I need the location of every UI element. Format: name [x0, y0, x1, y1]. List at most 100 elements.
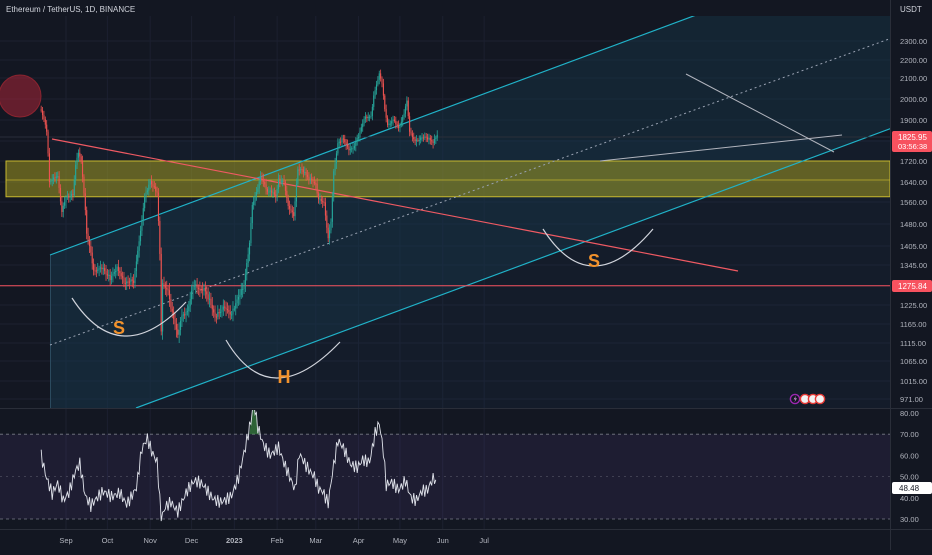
- candle-body: [62, 205, 64, 212]
- candle-body: [295, 183, 298, 202]
- candle-body: [170, 298, 172, 309]
- left-shoulder-label: S: [113, 318, 125, 338]
- candle-body: [251, 204, 253, 224]
- price-tick-label: 2100.00: [900, 74, 927, 83]
- candle-body: [413, 137, 415, 140]
- time-tick-label: Jul: [479, 536, 489, 545]
- candle-body: [243, 284, 245, 289]
- candle-body: [88, 240, 91, 247]
- candle-body: [240, 289, 242, 295]
- candle-body: [54, 177, 56, 179]
- candle-body: [131, 279, 133, 281]
- main-pane: [0, 0, 890, 408]
- candle-body: [409, 116, 411, 132]
- candle-body: [273, 192, 275, 195]
- price-candles: [40, 69, 438, 344]
- candle-body: [435, 137, 437, 140]
- candle-body: [116, 266, 118, 271]
- candle-body: [378, 73, 380, 80]
- candle-body: [83, 176, 85, 194]
- candle-body: [432, 141, 434, 144]
- candle-body: [346, 144, 349, 147]
- candle-body: [77, 152, 79, 158]
- candle-body: [181, 315, 183, 321]
- candle-body: [367, 116, 369, 119]
- candle-body: [359, 131, 361, 138]
- candle-body: [422, 137, 424, 139]
- candle-body: [287, 198, 289, 206]
- candle-body: [95, 270, 97, 272]
- candle-body: [348, 146, 350, 151]
- time-tick-label: Feb: [271, 536, 284, 545]
- candle-body: [138, 241, 140, 251]
- candle-body: [311, 178, 313, 181]
- candle-body: [417, 139, 419, 141]
- candle-body: [55, 176, 57, 179]
- candle-body: [104, 268, 106, 271]
- us-flag-icon[interactable]: [814, 393, 826, 405]
- price-axis[interactable]: 2300.002200.002100.002000.001900.001800.…: [900, 37, 927, 404]
- candle-body: [231, 314, 233, 316]
- price-tick-label: 1015.00: [900, 377, 927, 386]
- candle-body: [407, 100, 409, 117]
- candle-body: [149, 181, 151, 185]
- candle-body: [322, 201, 324, 203]
- head-arc: [225, 339, 341, 379]
- candle-body: [248, 243, 251, 255]
- candle-body: [196, 284, 198, 288]
- rsi-tick-label: 60.00: [900, 451, 919, 460]
- candle-body: [345, 142, 347, 145]
- candle-body: [431, 140, 433, 142]
- candle-body: [410, 131, 412, 134]
- rsi-axis[interactable]: 80.00 70.00 60.00 50.00 40.00 30.00: [900, 409, 919, 524]
- rsi-tick-label: 50.00: [900, 473, 919, 482]
- candle-body: [191, 290, 193, 300]
- candle-body: [126, 281, 128, 284]
- candle-body: [418, 140, 420, 142]
- candle-body: [429, 137, 431, 141]
- candle-body: [155, 186, 157, 192]
- candle-body: [204, 287, 206, 292]
- candle-body: [177, 329, 179, 335]
- candle-body: [152, 184, 154, 187]
- candle-body: [186, 311, 188, 313]
- candle-body: [297, 169, 299, 184]
- candle-body: [427, 137, 429, 140]
- candle-body: [253, 201, 255, 205]
- candle-body: [51, 179, 53, 181]
- candle-body: [157, 192, 160, 221]
- candle-body: [224, 306, 226, 308]
- candle-body: [175, 324, 177, 330]
- last-price-value: 1825.95: [898, 133, 927, 142]
- symbol-title[interactable]: Ethereum / TetherUS, 1D, BINANCE: [6, 5, 135, 14]
- candle-body: [279, 178, 281, 182]
- event-badges[interactable]: [789, 393, 826, 405]
- candle-body: [293, 212, 295, 217]
- candle-body: [211, 304, 213, 310]
- head-label: H: [278, 367, 291, 387]
- price-tick-label: 1405.00: [900, 242, 927, 251]
- candle-body: [153, 186, 155, 188]
- candle-body: [90, 246, 92, 253]
- candle-body: [233, 308, 235, 310]
- candle-body: [316, 183, 318, 194]
- channel-lower-line: [135, 128, 890, 408]
- time-axis[interactable]: Sep Oct Nov Dec 2023 Feb Mar Apr May Jun Jul: [59, 536, 489, 545]
- candle-body: [338, 141, 340, 144]
- candle-body: [239, 294, 241, 297]
- candle-body: [246, 262, 248, 275]
- candle-body: [210, 298, 212, 305]
- candle-body: [351, 148, 353, 150]
- candle-body: [133, 280, 135, 283]
- candle-body: [337, 143, 339, 154]
- candle-body: [255, 191, 257, 196]
- candle-body: [320, 198, 322, 202]
- candle-body: [163, 283, 165, 285]
- bar-countdown: 03:56:38: [898, 142, 927, 151]
- candle-body: [391, 121, 393, 124]
- time-tick-label: Dec: [185, 536, 199, 545]
- candle-body: [302, 169, 304, 173]
- candle-body: [162, 283, 164, 332]
